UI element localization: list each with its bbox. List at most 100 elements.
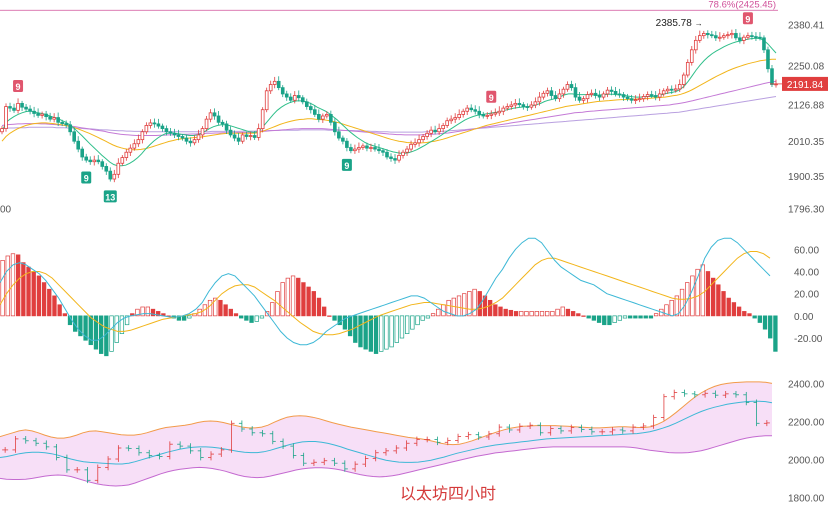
- candle-body: [244, 134, 249, 137]
- macd-hist-bar: [337, 315, 342, 326]
- candle-body: [252, 135, 257, 138]
- macd-hist-bar: [576, 313, 581, 317]
- macd-hist-bar: [493, 304, 498, 317]
- macd-hist-bar: [280, 282, 285, 317]
- price-panel: 2380.41 2250.08 2126.88 2010.35 1900.35 1796.…: [0, 0, 828, 216]
- td-marker-label-4: 9: [489, 93, 494, 103]
- candle-body: [108, 170, 113, 180]
- macd-hist-bar: [187, 315, 192, 319]
- candle-body: [489, 113, 494, 116]
- candle-body: [505, 106, 510, 109]
- macd-hist-bar: [124, 315, 130, 326]
- candle-body: [565, 84, 570, 90]
- candle-body: [184, 137, 189, 142]
- candle-body: [148, 122, 153, 126]
- candle-body: [212, 112, 217, 117]
- macd-hist-bar: [316, 297, 322, 317]
- macd-hist-bar: [135, 308, 140, 317]
- macd-ytick-label-3: 0.00: [794, 312, 814, 323]
- macd-ytick-label-1: 40.00: [794, 268, 819, 279]
- candle-body: [393, 158, 397, 161]
- candle-body: [232, 134, 237, 139]
- macd-hist-bar: [700, 264, 705, 317]
- candle-body: [762, 37, 766, 51]
- candle-body: [593, 92, 598, 96]
- candle-body: [397, 154, 401, 161]
- candle-body: [268, 84, 273, 92]
- macd-hist-bar: [643, 315, 648, 319]
- macd-hist-bar: [539, 311, 545, 317]
- candle-body: [673, 88, 678, 91]
- macd-hist-bar: [322, 306, 327, 317]
- candle-body: [104, 166, 109, 172]
- macd-hist-bar: [176, 315, 182, 321]
- td-marker-1: [81, 171, 92, 184]
- candle-body: [549, 90, 554, 96]
- macd-hist-bar: [638, 315, 643, 319]
- macd-hist-bar: [301, 282, 306, 317]
- candle-body: [493, 112, 498, 115]
- macd-hist-bar: [653, 313, 659, 317]
- candle-body: [525, 106, 530, 108]
- candle-body: [681, 74, 686, 85]
- macd-hist-bar: [62, 313, 67, 317]
- macd-hist-bar: [519, 311, 524, 317]
- macd-dif-line: [0, 237, 771, 346]
- candle-body: [345, 140, 349, 148]
- macd-hist-bar: [633, 315, 638, 319]
- candle-body: [72, 131, 76, 142]
- candle-body: [513, 102, 518, 106]
- candle-body: [20, 102, 24, 108]
- macd-hist-bar: [555, 308, 560, 317]
- candle-body: [172, 132, 177, 136]
- macd-hist-bar: [41, 282, 47, 317]
- candle-body: [706, 33, 710, 36]
- candle-body: [718, 36, 722, 39]
- macd-hist-bar: [462, 293, 467, 317]
- candle-body: [433, 129, 437, 133]
- candle-body: [377, 148, 381, 152]
- candle-body: [369, 147, 373, 149]
- price-ytick-label-5: 1796.30: [788, 205, 825, 216]
- candle-body: [613, 91, 618, 95]
- candle-body: [40, 113, 44, 116]
- candle-body: [421, 136, 425, 141]
- macd-hist-bar: [570, 311, 576, 317]
- candle-body: [469, 107, 474, 111]
- macd-hist-bar: [109, 315, 114, 352]
- chart-caption: 以太坊四小时: [400, 485, 496, 503]
- candle-body: [196, 134, 201, 141]
- candle-body: [321, 115, 325, 120]
- macd-hist-bar: [742, 311, 747, 317]
- macd-hist-bar: [430, 313, 436, 317]
- candle-body: [641, 96, 646, 100]
- candle-body: [569, 84, 574, 89]
- candle-body: [581, 98, 586, 101]
- candle-body: [537, 96, 542, 103]
- td-marker-label-3: 9: [344, 161, 349, 171]
- boll-panel: 2400.00 2200.00 2000.00 1800.00: [0, 379, 825, 504]
- candle-body: [36, 113, 40, 116]
- macd-hist-bar: [26, 266, 31, 317]
- macd-hist-bar: [529, 311, 534, 317]
- macd-hist-bar: [73, 315, 78, 332]
- candle-body: [746, 35, 750, 38]
- candle-body: [401, 151, 405, 156]
- candle-body: [132, 143, 137, 149]
- macd-hist-bar: [389, 315, 394, 348]
- candle-body: [373, 147, 377, 150]
- candle-body: [461, 110, 465, 115]
- candle-body: [280, 87, 285, 95]
- candle-body: [28, 108, 32, 112]
- last-price-badge: [782, 76, 828, 91]
- macd-hist-bar: [674, 295, 680, 317]
- macd-hist-bar: [218, 299, 223, 317]
- macd-hist-bar: [98, 315, 104, 354]
- td-marker-4: [486, 90, 497, 103]
- macd-hist-bar: [373, 315, 379, 354]
- price-ytick-label-0: 2380.41: [788, 21, 825, 32]
- macd-hist-bar: [503, 308, 508, 317]
- candle-body: [140, 131, 145, 141]
- macd-hist-bar: [342, 315, 348, 330]
